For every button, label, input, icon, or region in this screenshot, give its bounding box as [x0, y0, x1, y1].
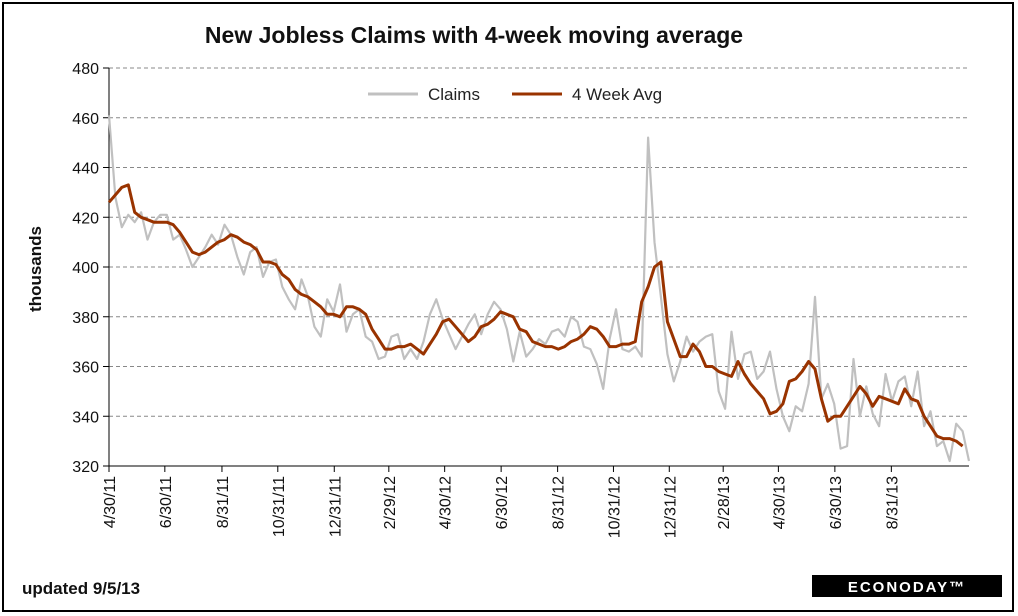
axes	[108, 68, 969, 472]
econoday-logo: ECONODAY™	[812, 575, 1002, 597]
x-tick-label: 2/28/13	[716, 476, 733, 529]
x-tick-label: 8/31/11	[215, 476, 232, 528]
y-tick-label: 440	[72, 161, 99, 178]
x-tick-label: 8/31/12	[551, 476, 568, 529]
legend-claims-label: Claims	[428, 85, 480, 104]
y-tick-labels: 320 340 360 380 400 420 440 460 480	[72, 61, 99, 476]
y-tick-label: 400	[72, 260, 99, 277]
y-axis-label: thousands	[26, 226, 45, 312]
y-tick-label: 320	[72, 459, 99, 476]
x-tick-label: 10/31/12	[606, 476, 623, 538]
legend-avg-label: 4 Week Avg	[572, 85, 662, 104]
logo-text: ECONODAY™	[848, 579, 966, 596]
updated-date: updated 9/5/13	[22, 579, 140, 598]
x-tick-label: 12/31/11	[327, 476, 344, 537]
x-tick-label: 8/31/13	[884, 476, 901, 529]
y-tick-label: 460	[72, 111, 99, 128]
chart-title: New Jobless Claims with 4-week moving av…	[205, 22, 743, 48]
x-tick-labels: 4/30/11 6/30/11 8/31/11 10/31/11 12/31/11 2/2…	[102, 476, 901, 538]
avg-line	[107, 183, 964, 448]
x-tick-label: 6/30/13	[828, 476, 845, 529]
x-tick-label: 4/30/13	[771, 476, 788, 529]
grid-lines	[103, 67, 969, 467]
x-tick-label: 10/31/11	[271, 476, 288, 537]
y-tick-label: 480	[72, 61, 99, 78]
series-lines	[107, 115, 971, 463]
y-tick-label: 420	[72, 210, 99, 227]
logo-background	[812, 575, 1002, 597]
chart-canvas: New Jobless Claims with 4-week moving av…	[22, 22, 1002, 598]
x-tick-label: 12/31/12	[662, 476, 679, 538]
y-tick-label: 360	[72, 360, 99, 377]
x-tick-label: 4/30/11	[102, 476, 119, 528]
x-tick-label: 4/30/12	[438, 476, 455, 529]
claims-line	[107, 115, 971, 463]
y-tick-label: 380	[72, 310, 99, 327]
y-tick-label: 340	[72, 409, 99, 426]
x-tick-label: 2/29/12	[382, 476, 399, 529]
x-tick-label: 6/30/11	[158, 476, 175, 528]
x-tick-label: 6/30/12	[494, 476, 511, 529]
chart-legend: Claims 4 Week Avg	[368, 85, 662, 104]
